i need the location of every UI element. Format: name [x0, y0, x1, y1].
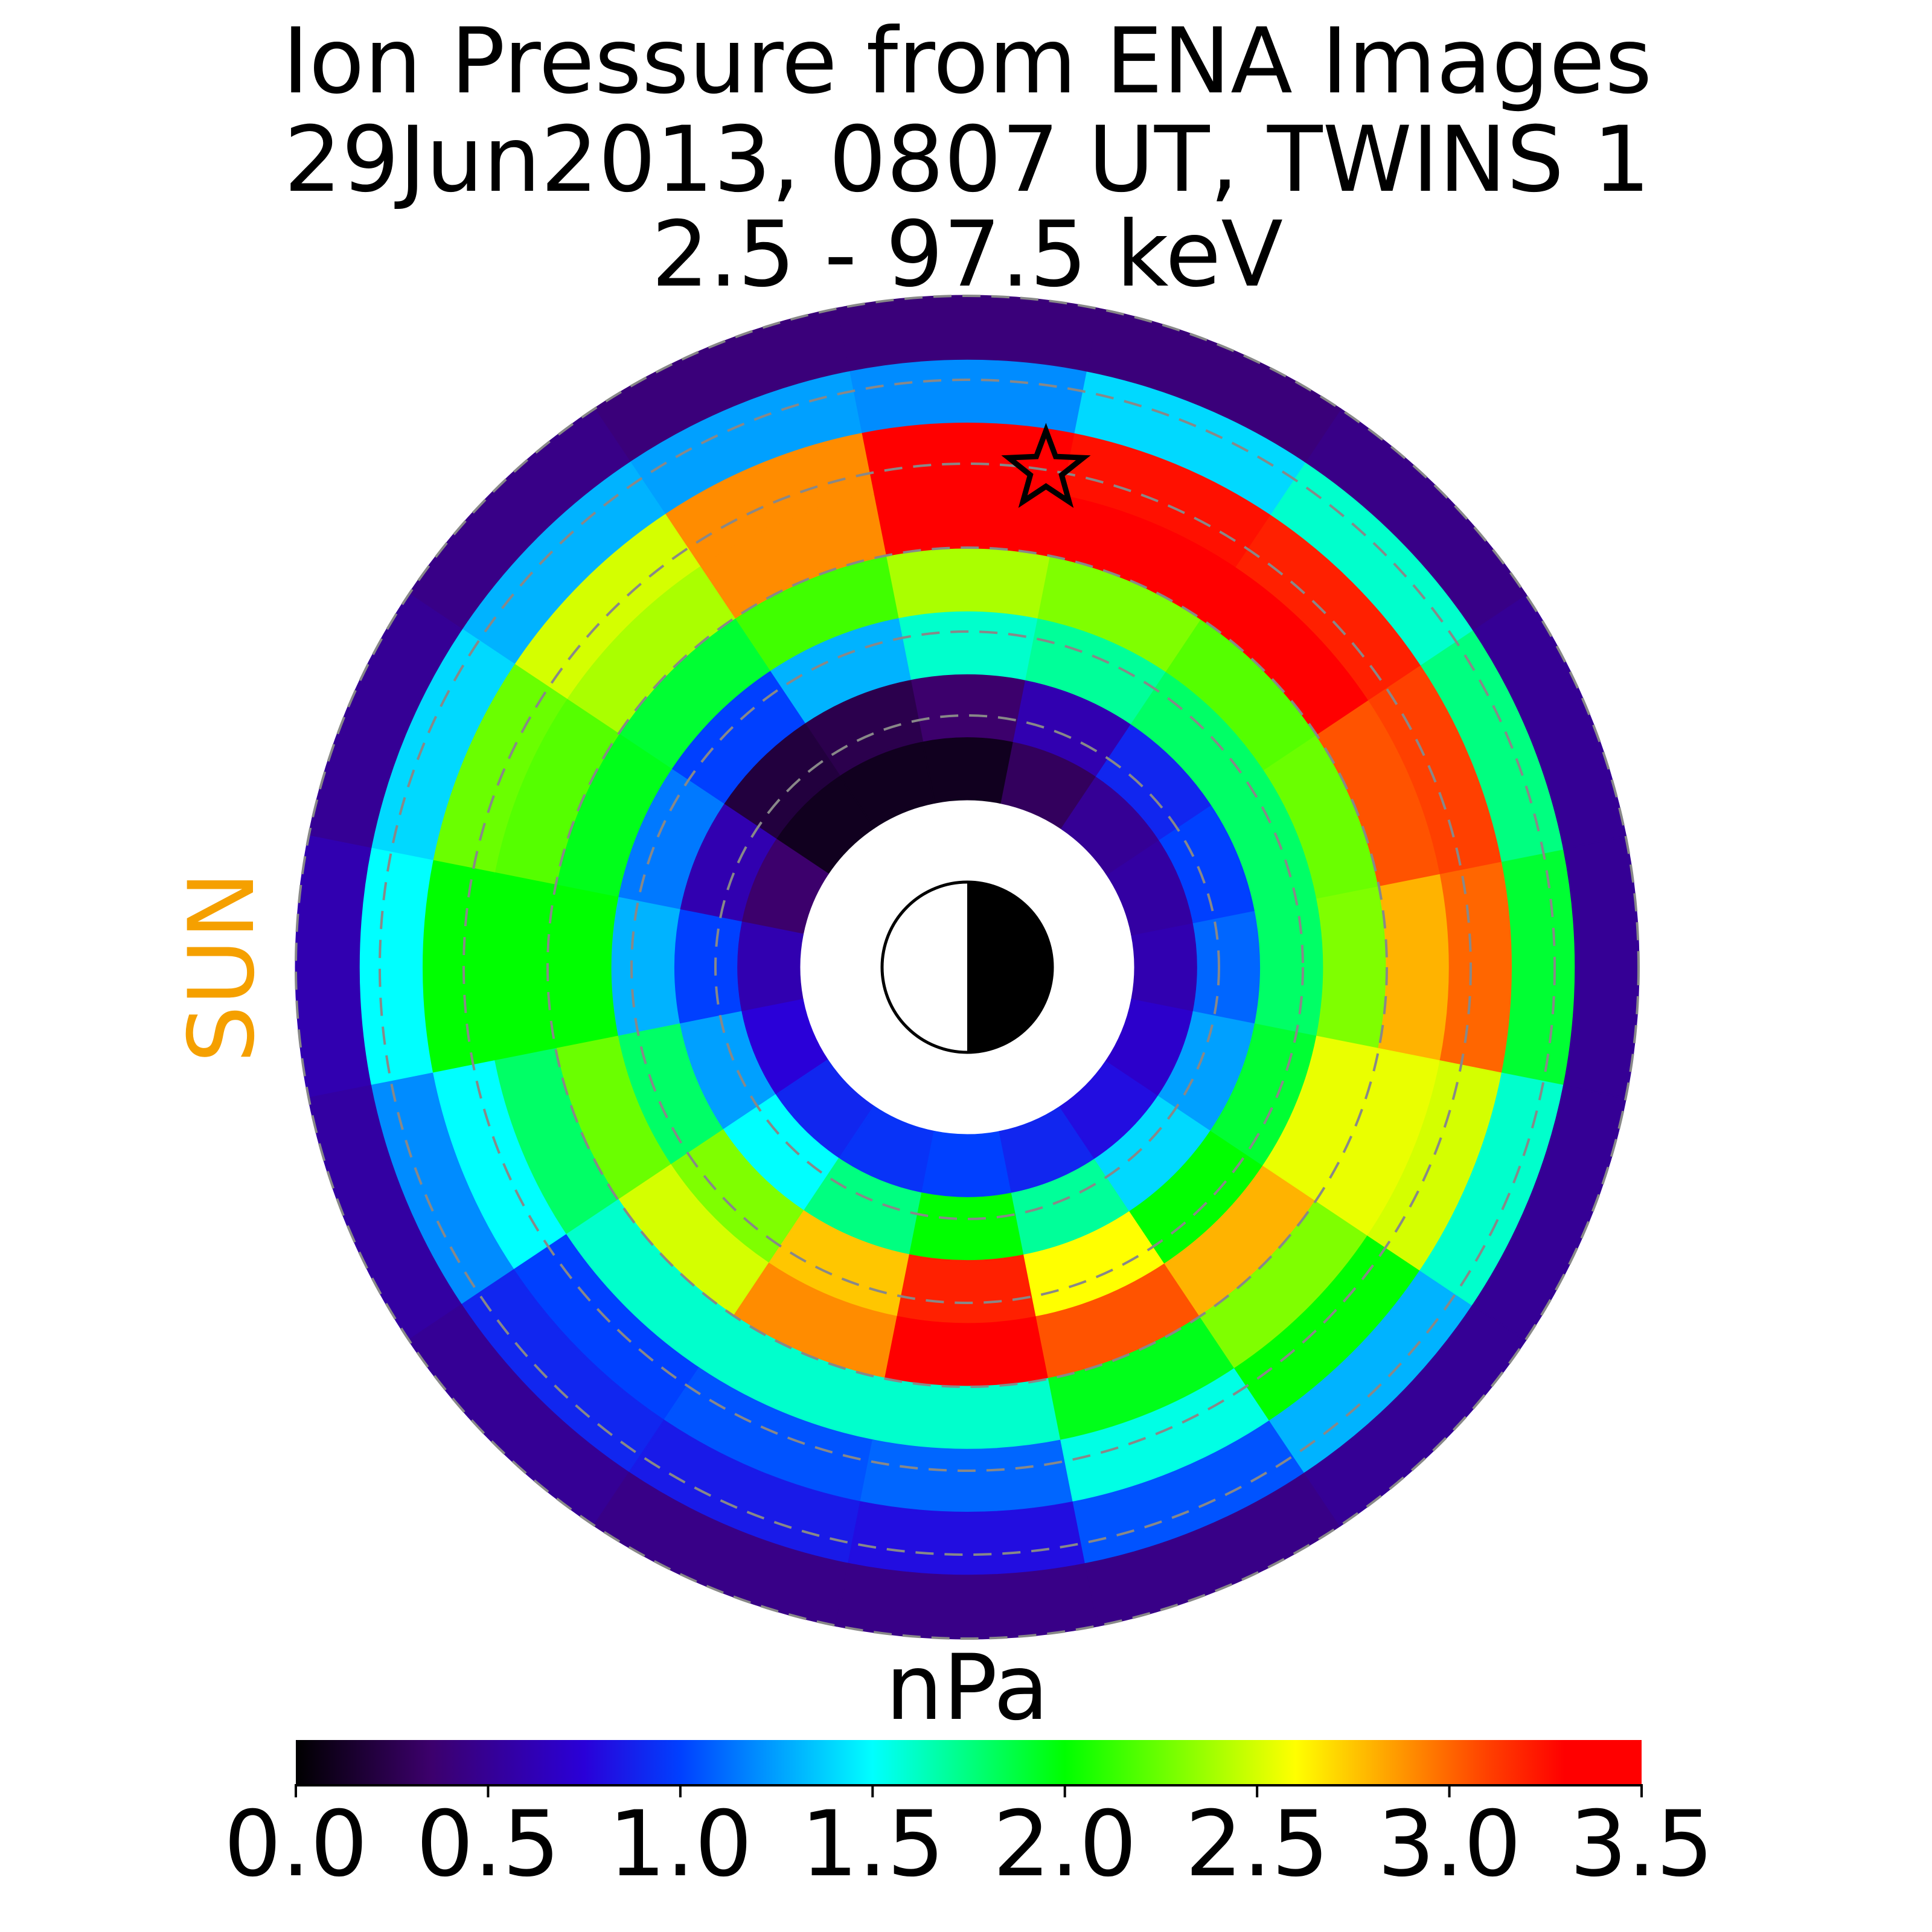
grid-circle	[295, 295, 1640, 1640]
heat-cell	[921, 735, 1014, 804]
title-line: Ion Pressure from ENA Images	[283, 9, 1652, 114]
heat-cell	[847, 1501, 1087, 1577]
star-marker	[1001, 423, 1091, 508]
heat-cell	[909, 673, 1026, 742]
colorbar-tick-label: 1.0	[609, 1792, 753, 1897]
colorbar-label: nPa	[886, 1636, 1049, 1741]
heat-cell	[421, 859, 495, 1075]
heat-cell	[909, 1192, 1026, 1262]
colorbar-tick-label: 1.5	[801, 1792, 945, 1897]
heat-cell	[1377, 872, 1451, 1063]
grid-circle	[379, 379, 1556, 1556]
grid-circle	[546, 546, 1388, 1388]
heat-cell	[884, 546, 1051, 619]
title-line: 29Jun2013, 0807 UT, TWINS 1	[284, 107, 1650, 213]
heat-cell	[872, 1377, 1063, 1451]
grid-circle	[630, 630, 1304, 1304]
grid-circle	[462, 462, 1472, 1472]
colorbar-tick-label: 2.5	[1185, 1792, 1329, 1897]
heat-cell	[896, 609, 1038, 680]
heat-cell	[1439, 859, 1514, 1075]
heat-cell	[735, 921, 804, 1014]
colorbar-tick-label: 0.5	[416, 1792, 560, 1897]
heat-cell	[859, 421, 1075, 495]
heat-cell	[1563, 835, 1640, 1099]
sun-label: SUN	[170, 871, 275, 1063]
heat-cell	[546, 884, 619, 1051]
colorbar-tick-label: 3.0	[1377, 1792, 1521, 1897]
colorbar: 0.0 0.5 1.0 1.5 2.0 2.5 3.0 3.5	[224, 1740, 1714, 1897]
earth-symbol	[880, 880, 1054, 1054]
heat-cell	[673, 909, 742, 1026]
heatmap	[295, 295, 1640, 1640]
heat-cell	[921, 1130, 1014, 1199]
heat-cell	[1501, 847, 1577, 1087]
heat-cell	[1130, 921, 1199, 1014]
heat-cell	[1316, 884, 1388, 1051]
heat-cell	[1471, 1084, 1627, 1342]
colorbar-tick-label: 2.0	[993, 1792, 1137, 1897]
heat-cell	[484, 872, 557, 1063]
heat-cell	[609, 896, 680, 1038]
earth-night	[967, 882, 1052, 1052]
heat-cell	[295, 835, 372, 1099]
heat-cell	[1192, 909, 1262, 1026]
heat-cell	[896, 1254, 1038, 1325]
heat-cell	[884, 1316, 1051, 1388]
heat-cell	[1254, 896, 1325, 1038]
colorbar-tick-label: 0.0	[224, 1792, 368, 1897]
grid-circle	[714, 714, 1220, 1220]
heat-cell	[357, 847, 433, 1087]
earth-outline	[880, 880, 1054, 1054]
title-line: 2.5 - 97.5 keV	[651, 202, 1283, 307]
heat-cell	[859, 1439, 1075, 1514]
grid	[295, 295, 1640, 1640]
heat-cell	[847, 357, 1087, 433]
colorbar-scale	[296, 1740, 1642, 1784]
heat-cell	[835, 1563, 1099, 1640]
colorbar-tick-label: 3.5	[1570, 1792, 1714, 1897]
